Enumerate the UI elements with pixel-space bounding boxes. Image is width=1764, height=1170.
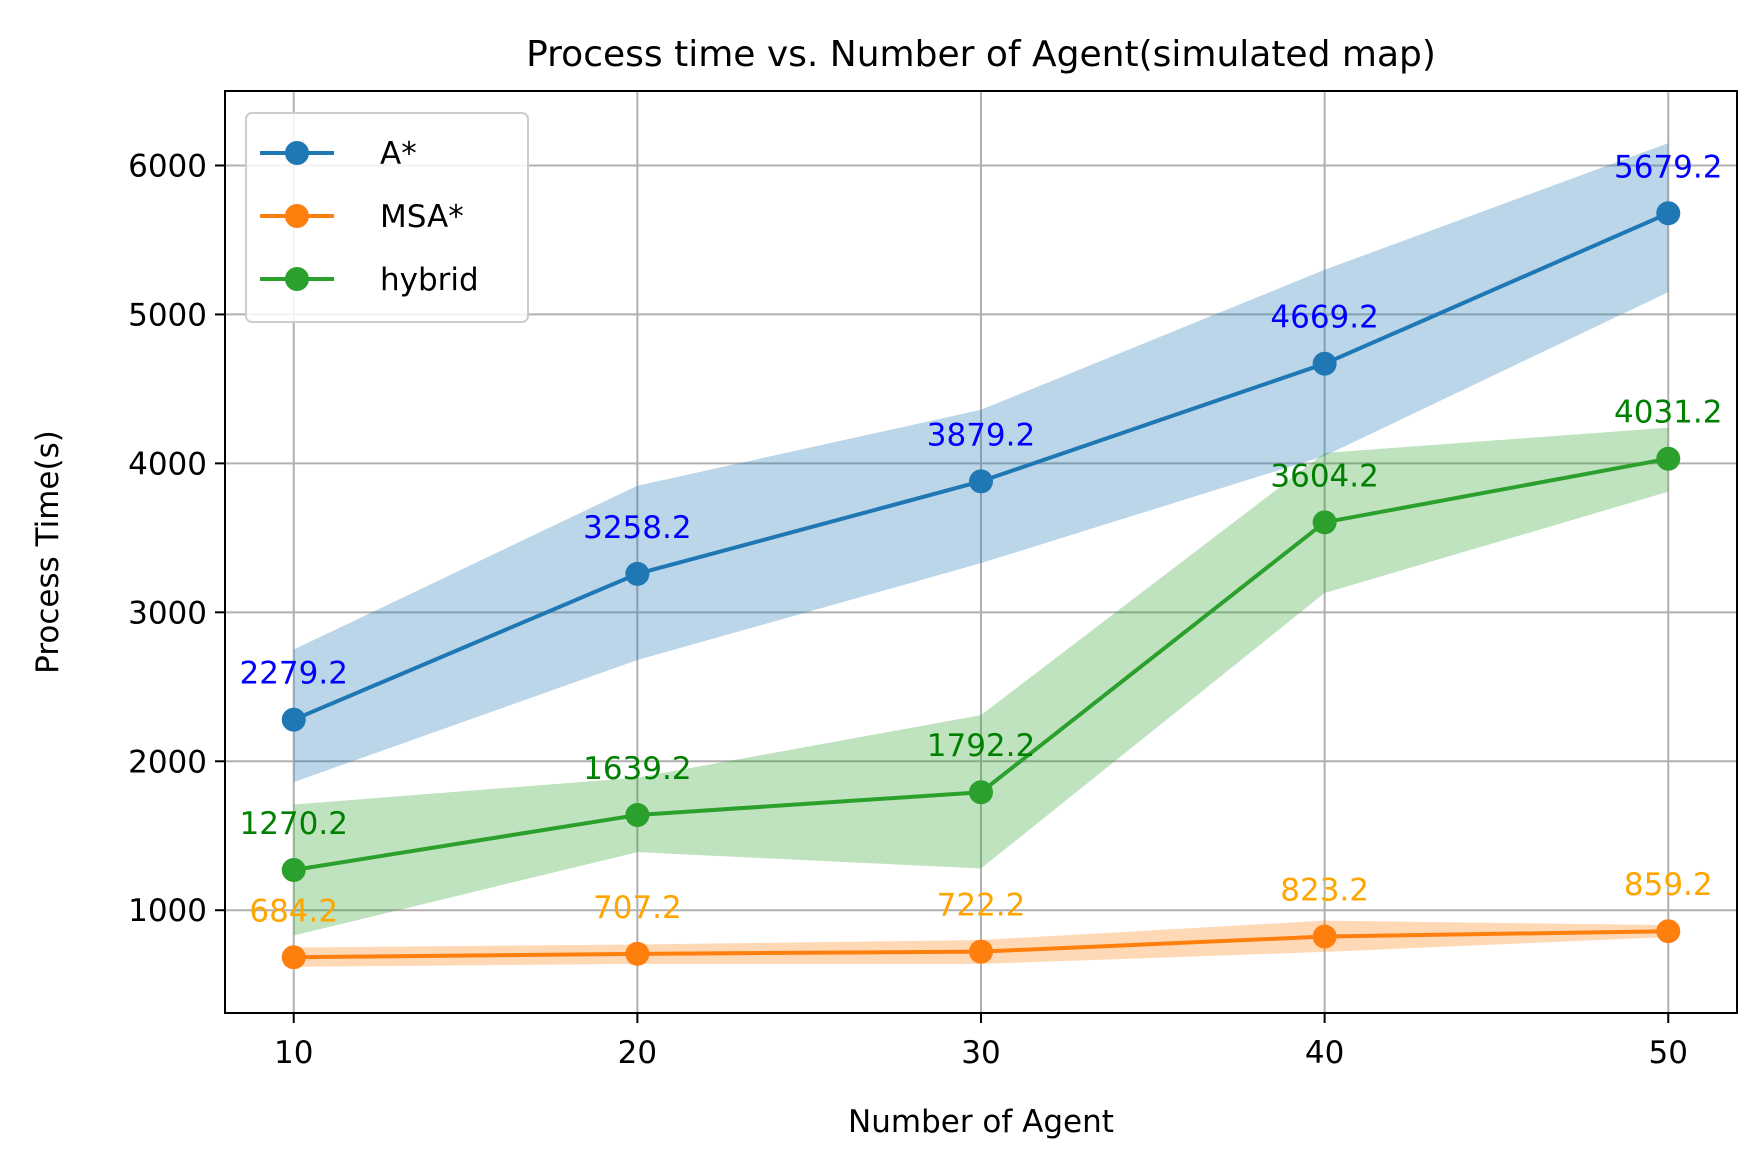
data-label-msa: 707.2 [593, 890, 682, 926]
data-label-hybrid: 1639.2 [583, 751, 691, 787]
point-hybrid [625, 803, 650, 828]
data-label-a: 2279.2 [239, 656, 347, 692]
legend-box [245, 112, 529, 323]
y-tick-label: 6000 [128, 148, 207, 184]
data-labels: 2279.2 3258.2 3879.2 4669.2 5679.2 684.2 707.2… [239, 149, 1722, 929]
y-tick-label: 5000 [128, 297, 207, 333]
y-axis-label: Process Time(s) [30, 430, 66, 674]
point-hybrid [1656, 446, 1681, 471]
data-label-msa: 823.2 [1280, 873, 1369, 909]
legend-marker-hybrid [285, 267, 309, 291]
legend-marker-msa [285, 204, 309, 228]
x-axis-label: Number of Agent [848, 1104, 1114, 1140]
legend-label-hybrid: hybrid [380, 262, 479, 298]
point-hybrid [1312, 510, 1337, 535]
legend-marker-a [285, 141, 309, 165]
point-a [625, 561, 650, 586]
data-label-msa: 859.2 [1624, 867, 1713, 903]
series-markers [281, 201, 1681, 970]
legend-label-msa: MSA* [380, 199, 464, 235]
x-tick-label: 30 [961, 1035, 1000, 1071]
axis-ticks: 10 20 30 40 50 1000 2000 3000 4000 5000 6000 [128, 148, 1688, 1071]
x-tick-label: 40 [1305, 1035, 1344, 1071]
point-a [281, 707, 306, 732]
data-label-msa: 722.2 [937, 888, 1026, 924]
grid [225, 91, 1737, 1013]
point-hybrid [281, 857, 306, 882]
data-label-hybrid: 1270.2 [239, 806, 347, 842]
point-a [1656, 201, 1681, 226]
legend-label-a: A* [380, 136, 417, 172]
point-a [1312, 351, 1337, 376]
band-a [293, 143, 1669, 783]
data-label-a: 3879.2 [927, 417, 1035, 453]
chart-title: Process time vs. Number of Agent(simulat… [526, 34, 1436, 75]
data-label-msa: 684.2 [249, 893, 338, 929]
point-msa [969, 939, 993, 964]
x-tick-label: 50 [1649, 1035, 1688, 1071]
point-msa [1656, 919, 1681, 944]
legend: A* MSA* hybrid [245, 112, 529, 323]
data-label-a: 5679.2 [1614, 149, 1722, 185]
data-label-a: 4669.2 [1270, 300, 1378, 336]
y-tick-label: 3000 [128, 595, 207, 631]
point-msa [625, 941, 650, 966]
y-tick-label: 2000 [128, 744, 207, 780]
point-hybrid [969, 780, 993, 805]
y-tick-label: 1000 [128, 893, 207, 929]
x-tick-label: 20 [618, 1035, 657, 1071]
y-tick-label: 4000 [128, 446, 207, 482]
data-label-a: 3258.2 [583, 510, 691, 546]
data-label-hybrid: 3604.2 [1270, 458, 1378, 494]
data-label-hybrid: 4031.2 [1614, 395, 1722, 431]
x-tick-label: 10 [274, 1035, 313, 1071]
point-msa [281, 945, 306, 970]
point-msa [1312, 924, 1337, 949]
data-label-hybrid: 1792.2 [927, 728, 1035, 764]
point-a [969, 469, 993, 494]
